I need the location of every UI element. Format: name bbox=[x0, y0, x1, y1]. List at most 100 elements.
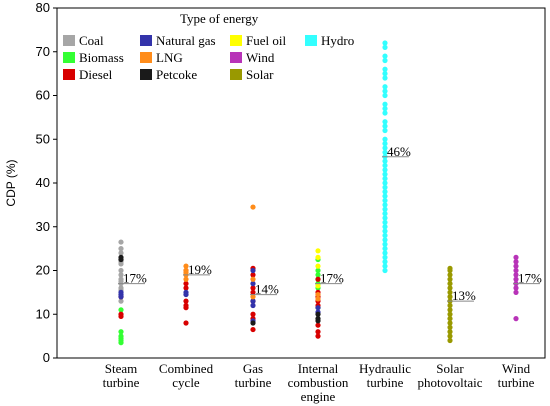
y-tick-label: 80 bbox=[36, 0, 50, 15]
data-points bbox=[118, 40, 519, 346]
data-point bbox=[382, 224, 388, 230]
x-tick-label: Gas bbox=[243, 361, 263, 376]
data-point bbox=[315, 318, 321, 324]
data-point bbox=[513, 263, 519, 269]
data-point bbox=[382, 254, 388, 260]
y-axis: 0 10 20 30 40 50 60 70 80 bbox=[36, 0, 57, 365]
data-point bbox=[513, 276, 519, 282]
data-point bbox=[382, 119, 388, 125]
data-point bbox=[382, 66, 388, 72]
data-point bbox=[250, 272, 256, 278]
data-point bbox=[382, 145, 388, 151]
data-point bbox=[183, 285, 189, 291]
legend-swatch bbox=[230, 69, 242, 80]
data-point bbox=[315, 305, 321, 311]
data-point bbox=[250, 311, 256, 317]
legend-label: Natural gas bbox=[156, 33, 216, 48]
x-tick-label: Wind bbox=[502, 361, 531, 376]
legend-swatch bbox=[230, 52, 242, 63]
mean-label: 17% bbox=[518, 271, 542, 286]
data-point bbox=[447, 294, 453, 300]
y-tick-label: 50 bbox=[36, 131, 50, 146]
data-point bbox=[382, 180, 388, 186]
data-point bbox=[382, 44, 388, 50]
data-point bbox=[382, 141, 388, 147]
data-point bbox=[447, 289, 453, 295]
data-point bbox=[382, 267, 388, 274]
data-point bbox=[382, 92, 388, 99]
data-point bbox=[382, 197, 388, 204]
data-point bbox=[118, 261, 124, 267]
data-point bbox=[382, 206, 388, 212]
x-tick-label: turbine bbox=[103, 375, 140, 390]
legend-label: LNG bbox=[156, 50, 183, 65]
mean-label: 14% bbox=[255, 282, 279, 297]
data-point bbox=[118, 246, 124, 252]
data-point bbox=[447, 307, 453, 313]
data-point bbox=[183, 263, 189, 269]
data-point bbox=[382, 123, 388, 129]
data-point bbox=[513, 285, 519, 291]
data-point bbox=[382, 75, 388, 81]
data-point bbox=[382, 149, 388, 155]
data-point bbox=[315, 291, 321, 298]
data-point bbox=[315, 311, 321, 317]
data-point bbox=[250, 326, 256, 333]
data-point bbox=[382, 211, 388, 217]
x-tick-label: Hydraulic bbox=[359, 361, 411, 376]
data-point bbox=[382, 259, 388, 265]
data-point bbox=[250, 285, 256, 291]
data-point bbox=[315, 283, 321, 289]
data-point bbox=[382, 106, 388, 112]
data-point bbox=[250, 289, 256, 295]
data-point bbox=[513, 267, 519, 274]
x-tick-label: Combined bbox=[159, 361, 214, 376]
data-point bbox=[118, 267, 124, 274]
data-point bbox=[382, 219, 388, 225]
data-point bbox=[382, 127, 388, 134]
legend-label: Petcoke bbox=[156, 67, 197, 82]
data-point bbox=[513, 254, 519, 260]
data-point bbox=[382, 101, 388, 107]
data-point bbox=[118, 298, 124, 304]
plot-area bbox=[56, 7, 546, 359]
legend-label: Biomass bbox=[79, 50, 124, 65]
legend-title: Type of energy bbox=[180, 11, 259, 26]
data-point bbox=[447, 276, 453, 282]
data-point bbox=[382, 167, 388, 173]
legend-swatch bbox=[63, 69, 75, 80]
data-point bbox=[382, 237, 388, 243]
y-tick-label: 20 bbox=[36, 263, 50, 278]
x-tick-label: turbine bbox=[235, 375, 272, 390]
data-point bbox=[382, 71, 388, 77]
data-point bbox=[382, 228, 388, 234]
data-point bbox=[382, 232, 388, 239]
data-point bbox=[447, 302, 453, 309]
x-tick-label: combustion bbox=[288, 375, 349, 390]
x-tick-label: Solar bbox=[436, 361, 464, 376]
legend-label: Solar bbox=[246, 67, 274, 82]
data-point bbox=[315, 267, 321, 274]
data-point bbox=[118, 294, 124, 300]
data-point bbox=[250, 204, 256, 210]
legend-label: Hydro bbox=[321, 33, 354, 48]
x-tick-label: cycle bbox=[172, 375, 200, 390]
data-point bbox=[513, 289, 519, 295]
legend-swatch bbox=[63, 35, 75, 46]
data-point bbox=[447, 333, 453, 339]
data-point bbox=[447, 272, 453, 278]
x-tick-label: Internal bbox=[298, 361, 339, 376]
y-tick-label: 10 bbox=[36, 306, 50, 321]
data-point bbox=[118, 272, 124, 278]
data-point bbox=[382, 202, 388, 208]
mean-label: 13% bbox=[452, 288, 476, 303]
data-point bbox=[315, 272, 321, 278]
data-point bbox=[250, 281, 256, 287]
data-point bbox=[250, 320, 256, 326]
data-point bbox=[382, 250, 388, 256]
data-point bbox=[183, 305, 189, 311]
data-point bbox=[382, 176, 388, 182]
x-tick-label: turbine bbox=[498, 375, 535, 390]
data-point bbox=[118, 239, 124, 245]
x-tick-label: photovoltaic bbox=[418, 375, 483, 390]
